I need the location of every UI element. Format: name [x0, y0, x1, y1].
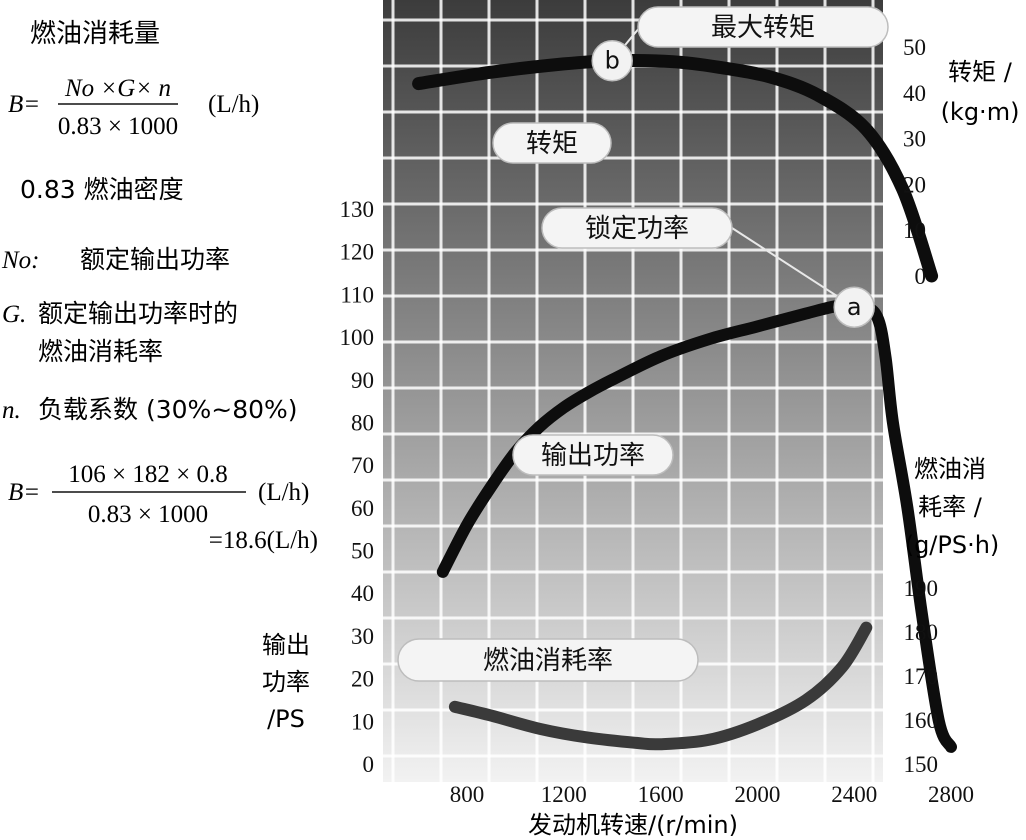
eq1-unit: (L/h): [208, 91, 259, 118]
power-tick-label: 0: [363, 752, 375, 777]
power-tick-label: 10: [351, 709, 374, 734]
fuel-axis-label-line3: (g/PS·h): [905, 531, 1000, 559]
curve-label-1-text: 输出功率: [541, 441, 645, 471]
torque-tick-label: 20: [903, 172, 926, 197]
curve-label-2-text: 燃油消耗率: [483, 646, 613, 676]
series-line-fuel: [448, 621, 873, 751]
marker-a-letter: a: [847, 293, 862, 321]
power-tick-label: 100: [340, 325, 375, 350]
fuel-axis-label: 燃油消 耗率 / (g/PS·h): [905, 455, 1000, 559]
eq2-result: =18.6(L/h): [209, 527, 318, 554]
power-tick-label: 90: [351, 368, 374, 393]
callout-b-pill: [637, 6, 889, 48]
fuel-tick-label: 180: [904, 620, 939, 645]
torque-axis-label: 转矩 / (kg·m): [941, 58, 1020, 126]
power-tick-label: 40: [351, 581, 374, 606]
x-axis-label: 发动机转速/(r/min): [528, 811, 738, 839]
callout-b: 最大转矩: [637, 6, 889, 48]
curve-label-1: 输出功率: [512, 434, 674, 476]
fuel-tick-label: 170: [904, 664, 939, 689]
torque-tick-label: 50: [903, 35, 926, 60]
power-tick-label: 80: [351, 410, 374, 435]
marker-b: b: [591, 39, 633, 82]
x-tick-label: 1600: [638, 782, 684, 807]
n-definition: 负载系数 (30%~80%): [38, 395, 298, 424]
curve-label-1-pill: [512, 434, 674, 476]
no-symbol: No:: [1, 247, 40, 274]
x-tick-label: 1200: [541, 782, 587, 807]
eq2-numerator: 106 × 182 × 0.8: [68, 461, 227, 488]
power-tick-label: 120: [340, 240, 375, 265]
torque-axis-ticks: 0 10 20 30 40 50: [903, 35, 926, 289]
power-tick-label: 20: [351, 667, 374, 692]
power-axis-label-line1: 输出: [262, 631, 310, 659]
curve-label-0-pill: [492, 122, 612, 164]
marker-b-circle: [591, 39, 633, 82]
marker-a: a: [833, 286, 875, 328]
series-line-torque: [412, 54, 939, 283]
x-tick-label: 2000: [734, 782, 780, 807]
fuel-tick-label: 190: [904, 576, 939, 601]
curve-label-2: 燃油消耗率: [397, 638, 699, 682]
formula-panel: 燃油消耗量 B= No ×G× n 0.83 × 1000 (L/h) 0.83…: [1, 19, 318, 554]
fuel-axis-ticks: 150 160 170 180 190: [904, 576, 939, 777]
curve-label-2-pill: [397, 638, 699, 682]
callout-b-text: 最大转矩: [711, 13, 815, 43]
eq2-denominator: 0.83 × 1000: [88, 501, 208, 528]
torque-axis-label-line2: (kg·m): [941, 98, 1020, 126]
formula-heading: 燃油消耗量: [30, 19, 160, 49]
torque-tick-label: 40: [903, 81, 926, 106]
curve-label-0: 转矩: [492, 122, 612, 164]
density-note: 0.83 燃油密度: [20, 175, 184, 204]
fuel-tick-label: 150: [904, 752, 939, 777]
power-tick-label: 50: [351, 539, 374, 564]
eq2-unit: (L/h): [258, 479, 309, 506]
power-axis-label-line3: /PS: [267, 705, 305, 733]
curve-label-0-text: 转矩: [526, 129, 578, 159]
torque-tick-label: 30: [903, 127, 926, 152]
power-tick-label: 70: [351, 453, 374, 478]
x-tick-label: 800: [450, 782, 485, 807]
callout-a-pill: [541, 207, 733, 249]
power-tick-label: 60: [351, 496, 374, 521]
callout-leader-a: [731, 227, 855, 309]
fuel-axis-label-line2: 耗率 /: [918, 493, 983, 521]
x-axis-ticks: 800 1200 1600 2000 2400 2800: [450, 782, 974, 807]
eq1-numerator: No ×G× n: [64, 75, 171, 102]
callout-a: 锁定功率: [541, 207, 733, 249]
power-tick-label: 130: [340, 197, 375, 222]
eq1-lhs: B=: [8, 91, 40, 118]
fuel-axis-label-line1: 燃油消: [914, 455, 986, 483]
power-axis-label-line2: 功率: [262, 668, 310, 696]
power-tick-label: 30: [351, 624, 374, 649]
fuel-tick-label: 160: [904, 708, 939, 733]
marker-a-circle: [833, 286, 875, 328]
power-axis-label: 输出 功率 /PS: [262, 631, 310, 733]
n-symbol: n.: [2, 397, 21, 424]
no-definition: 额定输出功率: [80, 245, 230, 274]
g-definition-line2: 燃油消耗率: [38, 337, 163, 366]
eq1-denominator: 0.83 × 1000: [58, 113, 178, 140]
marker-b-letter: b: [605, 47, 620, 75]
torque-tick-label: 10: [903, 218, 926, 243]
g-symbol: G.: [2, 301, 26, 328]
x-tick-label: 2800: [928, 782, 974, 807]
x-tick-label: 2400: [831, 782, 877, 807]
g-definition-line1: 额定输出功率时的: [38, 299, 238, 328]
torque-axis-label-line1: 转矩 /: [948, 58, 1013, 86]
power-axis-ticks: 0 10 20 30 40 50 60 70 80 90 100 110 120 130: [340, 197, 375, 777]
power-tick-label: 110: [340, 282, 374, 307]
torque-tick-label: 0: [915, 264, 927, 289]
callout-a-text: 锁定功率: [585, 214, 689, 244]
eq2-lhs: B=: [8, 479, 40, 506]
